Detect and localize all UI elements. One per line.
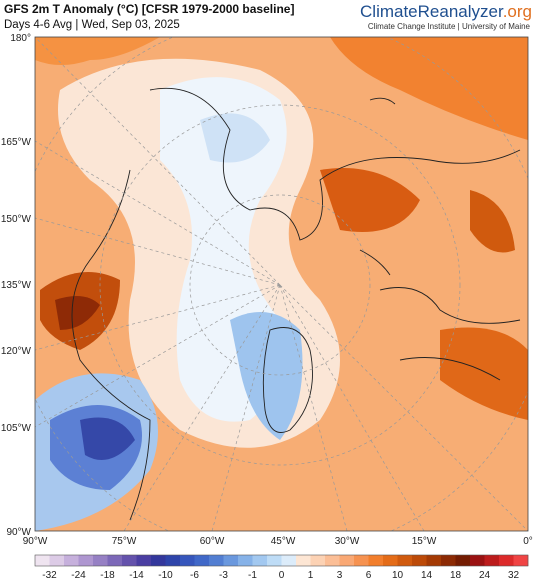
colorbar-swatch xyxy=(513,555,529,566)
brand-part: Reanalyzer xyxy=(418,2,504,21)
lat-label: 105°W xyxy=(1,423,32,434)
lon-label: 60°W xyxy=(200,536,225,547)
colorbar-label: 32 xyxy=(508,570,520,580)
colorbar: -32 -24 -18 -14 -10 -6 -3 -1 0 1 3 6 10 14 18 24 32 xyxy=(34,554,529,581)
lon-label: 15°W xyxy=(412,536,437,547)
lon-label: 0° xyxy=(523,536,533,547)
lon-label: 90°W xyxy=(23,536,48,547)
colorbar-swatch xyxy=(78,555,94,566)
colorbar-swatch xyxy=(238,555,253,566)
colorbar-label: -32 xyxy=(42,570,57,580)
colorbar-swatch xyxy=(223,555,239,566)
colorbar-label: 0 xyxy=(279,570,285,580)
title: GFS 2m T Anomaly (°C) [CFSR 1979-2000 ba… xyxy=(4,2,294,16)
colorbar-swatch xyxy=(136,555,152,566)
colorbar-label: 6 xyxy=(366,570,372,580)
colorbar-swatch xyxy=(339,555,355,566)
colorbar-swatch xyxy=(455,555,471,566)
colorbar-label: 24 xyxy=(479,570,491,580)
lat-label: 120°W xyxy=(1,346,32,357)
map xyxy=(35,37,528,531)
colorbar-label: 1 xyxy=(308,570,314,580)
colorbar-swatch xyxy=(354,555,369,566)
colorbar-swatch xyxy=(310,555,326,566)
colorbar-swatch xyxy=(281,555,297,566)
colorbar-swatch xyxy=(484,555,500,566)
lat-label: 180° xyxy=(10,33,31,44)
colorbar-swatch xyxy=(151,555,166,566)
colorbar-swatch xyxy=(180,555,195,566)
lon-label: 75°W xyxy=(112,536,137,547)
colorbar-label: -14 xyxy=(129,570,144,580)
colorbar-label: 3 xyxy=(337,570,343,580)
lat-label: 90°W xyxy=(6,527,31,538)
colorbar-label: -1 xyxy=(248,570,257,580)
lon-label: 45°W xyxy=(271,536,296,547)
colorbar-swatch xyxy=(325,555,340,566)
colorbar-swatch xyxy=(107,555,123,566)
colorbar-swatch xyxy=(368,555,384,566)
brand-part: .org xyxy=(503,2,532,21)
subtitle: Days 4-6 Avg | Wed, Sep 03, 2025 xyxy=(4,19,180,31)
colorbar-label: -24 xyxy=(71,570,86,580)
colorbar-swatch xyxy=(194,555,210,566)
lat-label: 150°W xyxy=(1,214,32,225)
colorbar-label: 14 xyxy=(421,570,433,580)
colorbar-label: -10 xyxy=(158,570,173,580)
colorbar-label: -6 xyxy=(190,570,199,580)
colorbar-label: -18 xyxy=(100,570,115,580)
colorbar-swatch xyxy=(296,555,311,566)
colorbar-label: 10 xyxy=(392,570,404,580)
map-frame xyxy=(34,36,529,532)
colorbar-swatch xyxy=(383,555,398,566)
colorbar-swatch xyxy=(397,555,413,566)
colorbar-swatch xyxy=(441,555,456,566)
colorbar-swatch xyxy=(64,555,79,566)
colorbar-swatch xyxy=(35,555,50,566)
brand: ClimateReanalyzer.org xyxy=(360,2,532,21)
colorbar-swatch xyxy=(209,555,224,566)
colorbar-swatch xyxy=(470,555,485,566)
colorbar-swatch xyxy=(122,555,137,566)
institute: Climate Change Institute | University of… xyxy=(368,22,531,31)
colorbar-swatch xyxy=(499,555,514,566)
lat-label: 135°W xyxy=(1,280,32,291)
colorbar-label: -3 xyxy=(219,570,228,580)
brand-part: Climate xyxy=(360,2,418,21)
colorbar-frame xyxy=(34,554,529,567)
lon-label: 30°W xyxy=(335,536,360,547)
colorbar-swatch xyxy=(165,555,181,566)
colorbar-swatch xyxy=(93,555,108,566)
colorbar-label: 18 xyxy=(450,570,462,580)
colorbar-swatch xyxy=(412,555,427,566)
colorbar-swatch xyxy=(267,555,282,566)
colorbar-swatch xyxy=(252,555,268,566)
lat-label: 165°W xyxy=(1,137,32,148)
colorbar-swatch xyxy=(426,555,442,566)
colorbar-swatch xyxy=(49,555,65,566)
axis-labels: 180° 165°W 150°W 135°W 120°W 105°W 90°W90°W 75°… xyxy=(1,33,533,547)
